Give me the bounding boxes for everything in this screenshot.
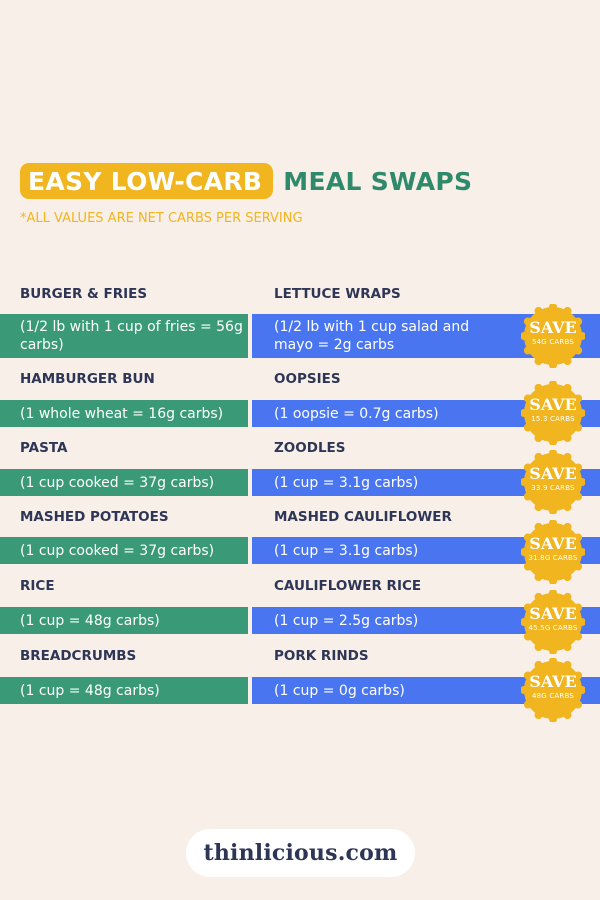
swap-from-name: BURGER & FRIES: [20, 286, 148, 302]
title-highlight: EASY LOW-CARB: [20, 163, 274, 199]
save-label: SAVE: [529, 534, 577, 553]
swap-from-name: RICE: [20, 578, 55, 594]
save-seal-icon: [521, 381, 585, 445]
save-label: SAVE: [529, 318, 577, 337]
swap-from-detail: (1 cup = 48g carbs): [0, 677, 248, 704]
swap-to-name: CAULIFLOWER RICE: [274, 578, 422, 594]
save-badge: SAVE 31.8G CARBS: [521, 520, 585, 584]
swap-to-name: LETTUCE WRAPS: [274, 286, 401, 302]
save-amount: 33.9 CARBS: [531, 484, 575, 492]
swap-from-detail: (1 whole wheat = 16g carbs): [0, 400, 248, 427]
swap-from-detail: (1 cup cooked = 37g carbs): [0, 469, 248, 496]
save-amount: 15.3 CARBS: [531, 415, 575, 423]
save-label: SAVE: [529, 464, 577, 483]
save-badge: SAVE 48G CARBS: [521, 658, 585, 722]
subtitle: *ALL VALUES ARE NET CARBS PER SERVING: [20, 211, 303, 226]
title-rest: MEAL SWAPS: [283, 166, 473, 196]
save-seal-icon: [521, 590, 585, 654]
swap-from-name: MASHED POTATOES: [20, 509, 169, 525]
swap-from-name: HAMBURGER BUN: [20, 371, 155, 387]
swap-from-detail: (1 cup cooked = 37g carbs): [0, 537, 248, 564]
save-badge: SAVE 15.3 CARBS: [521, 381, 585, 445]
swap-from-name: BREADCRUMBS: [20, 648, 137, 664]
swap-from-detail: (1/2 lb with 1 cup of fries = 56g carbs): [0, 314, 248, 358]
save-amount: 54G CARBS: [531, 338, 575, 346]
save-label: SAVE: [529, 604, 577, 623]
save-seal-icon: [521, 450, 585, 514]
save-label: SAVE: [529, 672, 577, 691]
save-badge: SAVE 33.9 CARBS: [521, 450, 585, 514]
swap-to-name: PORK RINDS: [274, 648, 369, 664]
brand-logo: thinlicious.com: [203, 840, 398, 866]
swap-from-name: PASTA: [20, 440, 68, 456]
swap-to-name: ZOODLES: [274, 440, 346, 456]
save-seal-icon: [521, 520, 585, 584]
title-row: EASY LOW-CARB MEAL SWAPS: [20, 163, 472, 199]
save-amount: 31.8G CARBS: [528, 554, 578, 562]
save-seal-icon: [521, 658, 585, 722]
save-badge: SAVE 45.5G CARBS: [521, 590, 585, 654]
save-amount: 48G CARBS: [531, 692, 575, 700]
swap-to-name: MASHED CAULIFLOWER: [274, 509, 452, 525]
save-seal-icon: [521, 304, 585, 368]
logo-pill[interactable]: thinlicious.com: [186, 829, 415, 877]
swap-to-name: OOPSIES: [274, 371, 341, 387]
save-amount: 45.5G CARBS: [528, 624, 578, 632]
save-label: SAVE: [529, 395, 577, 414]
save-badge: SAVE 54G CARBS: [521, 304, 585, 368]
swap-from-detail: (1 cup = 48g carbs): [0, 607, 248, 634]
